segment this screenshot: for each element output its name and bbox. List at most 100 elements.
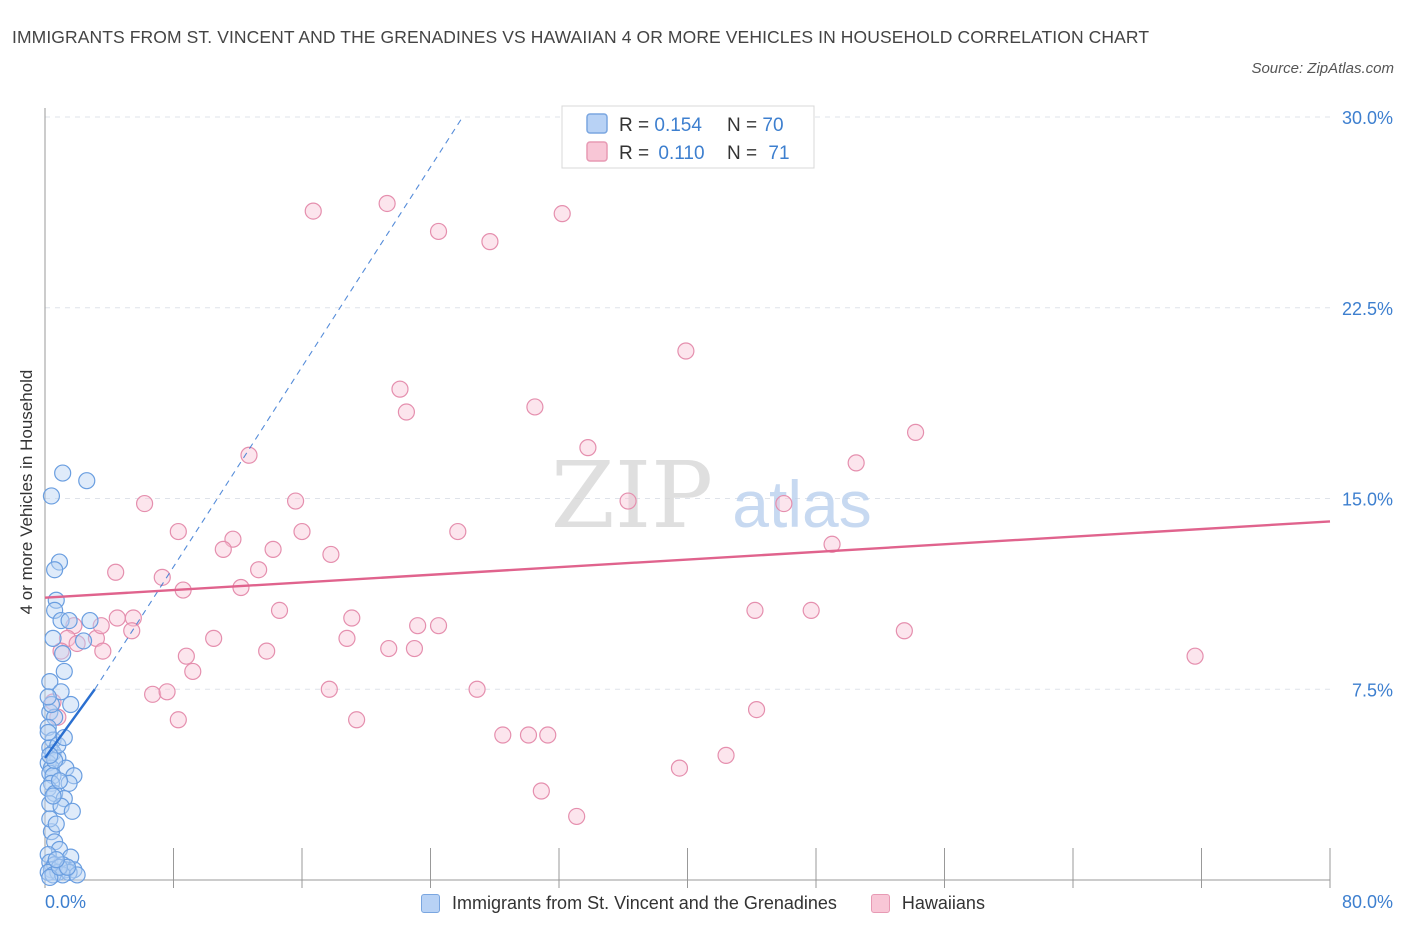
hawaiian-point-26 [250,561,268,579]
hawaiian-point-56 [468,680,486,698]
watermark-zip: ZIP [551,442,713,549]
hawaiian-point-24 [823,535,841,553]
st-vincent-point-58 [47,851,65,869]
hawaiian-point-3 [481,233,499,251]
st-vincent-point-16 [62,695,80,714]
hawaiian-point-64 [539,726,557,744]
watermark: ZIP atlas [551,442,872,549]
svg-text:N = 71: N = 71 [727,143,790,164]
hawaiian-point-23 [322,545,340,564]
legend-r-label-blue: R = [619,115,654,136]
hawaiian-point-45 [94,642,112,660]
hawaiian-point-5 [677,342,695,360]
series-legend-item-pink: Hawaiians [870,893,985,914]
hawaiian-point-2 [429,222,448,241]
hawaiian-point-52 [184,662,202,681]
hawaiian-point-65 [670,759,689,777]
hawaiian-point-4 [553,205,571,223]
hawaiian-point-47 [177,647,195,665]
st-vincent-point-19 [39,718,57,737]
legend-r-value-pink: 0.110 [658,143,704,164]
hawaiian-point-22 [264,540,282,558]
hawaiian-point-33 [343,609,361,627]
hawaiian-point-62 [494,726,512,744]
y-tick-label-2: 22.5% [1342,299,1393,319]
hawaiian-point-19 [293,522,311,541]
st-vincent-point-68 [47,815,65,833]
legend-n-value-blue: 70 [762,115,783,136]
legend-r-label-pink: R = [619,143,654,164]
st-vincent-point-15 [52,683,70,701]
svg-text:N = 70: N = 70 [727,115,784,136]
hawaiian-point-61 [747,700,766,719]
hawaiian-point-0 [304,202,322,220]
hawaiian-point-51 [1186,647,1204,665]
hawaiian-point-10 [240,446,258,464]
hawaiian-point-15 [619,492,637,510]
st-vincent-point-9 [81,611,99,630]
st-vincent-point-69 [39,688,57,706]
hawaiian-point-1 [378,194,396,213]
hawaiian-point-46 [123,622,141,640]
svg-text:R = 0.154: R = 0.154 [619,115,702,136]
x-tick-label-max: 80.0% [1342,892,1393,912]
st-vincent-point-62 [46,751,64,770]
stats-legend: R = 0.154 N = 70 R = 0.110 N = 71 [561,105,815,169]
st-vincent-point-10 [44,629,62,647]
st-vincent-trend-line [44,688,96,759]
legend-n-label-blue: N = [727,115,762,136]
grid-lines [45,116,1330,690]
st-vincent-point-65 [44,787,62,805]
hawaiian-point-6 [391,380,409,398]
hawaiian-point-66 [717,746,735,764]
y-tick-label-3: 30.0% [1342,108,1393,128]
st-vincent-point-6 [46,601,64,620]
hawaiian-point-63 [519,726,538,744]
hawaiian-point-59 [169,711,187,729]
st-vincent-point-64 [41,746,59,764]
hawaiian-point-49 [380,639,398,658]
hawaiian-point-17 [169,522,187,541]
tick-labels: 7.5% 15.0% 22.5% 30.0% 0.0% 80.0% [45,108,1393,912]
hawaiian-point-60 [348,711,366,729]
st-vincent-point-11 [74,632,93,650]
hawaiian-point-41 [205,629,223,647]
y-axis-label: 4 or more Vehicles in Household [17,370,36,615]
hawaiian-point-32 [270,601,289,620]
hawaiian-point-34 [409,617,427,635]
hawaiian-point-8 [526,398,544,416]
st-vincent-points [39,464,99,887]
st-vincent-point-2 [78,472,96,490]
hawaiian-point-20 [449,522,467,541]
hawaiian-point-14 [286,492,305,510]
st-vincent-point-8 [60,611,78,630]
hawaiian-point-25 [107,563,125,581]
x-tick-label-min: 0.0% [45,892,86,912]
hawaiians-points [44,194,1204,826]
hawaiian-point-27 [153,568,171,586]
source-credit: Source: ZipAtlas.com [1251,60,1394,77]
hawaiian-point-9 [906,423,925,441]
hawaiian-point-11 [579,439,597,457]
hawaiian-point-7 [397,403,416,421]
legend-swatch-pink [586,141,608,162]
hawaiian-point-21 [214,540,232,558]
st-vincent-point-1 [54,464,72,482]
st-vincent-point-13 [55,662,73,681]
st-vincent-point-37 [63,802,81,820]
legend-n-value-pink: 71 [768,143,789,164]
series-swatch-blue [421,893,441,913]
y-tick-label-0: 7.5% [1352,680,1393,700]
st-vincent-point-4 [46,561,64,579]
hawaiian-point-50 [405,639,424,658]
hawaiian-point-42 [338,629,356,647]
hawaiian-point-67 [532,782,550,800]
st-vincent-point-66 [50,772,69,790]
svg-text:R = 0.110: R = 0.110 [619,143,705,164]
legend-n-label-pink: N = [727,143,762,164]
hawaiian-point-69 [92,617,110,635]
hawaiian-point-16 [775,494,793,513]
trend-lines [44,116,1331,759]
y-tick-label-1: 15.0% [1342,490,1393,510]
